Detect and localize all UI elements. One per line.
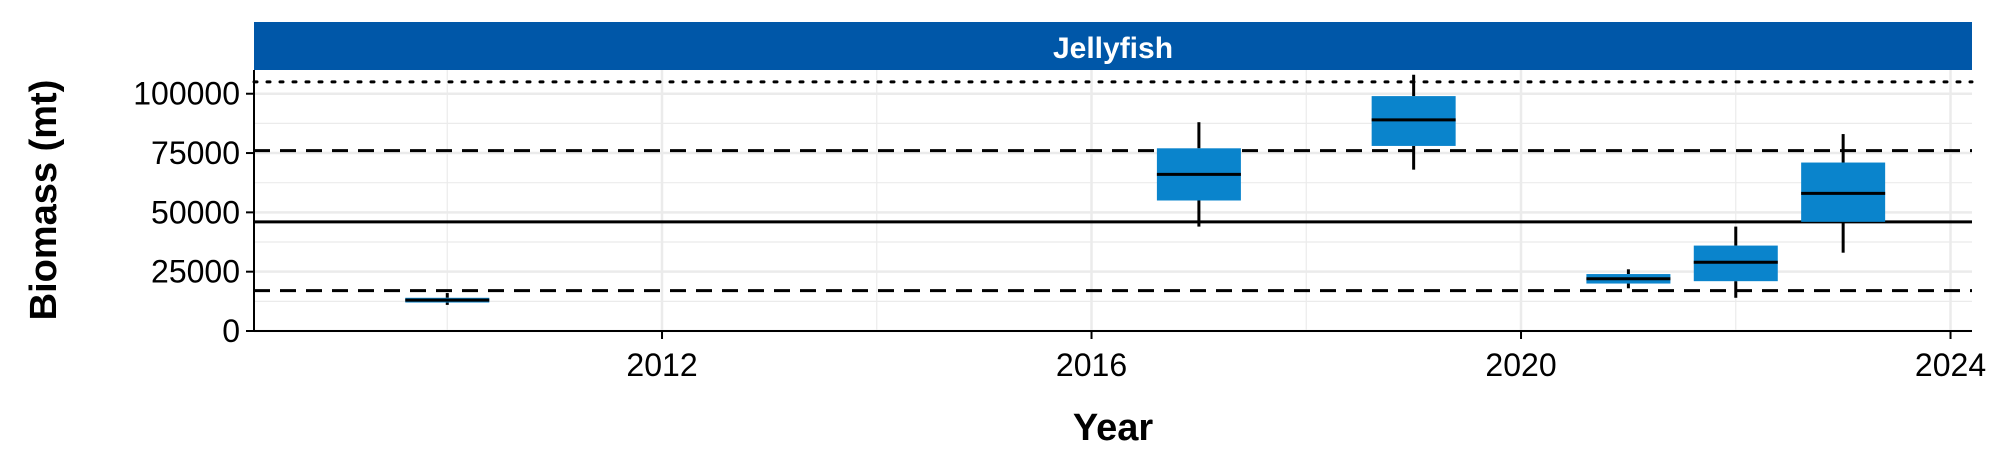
y-axis-ticks: 0 25000 50000 75000 100000: [133, 76, 254, 349]
plot-panel: [254, 70, 1972, 331]
x-tick-label: 2016: [1056, 347, 1127, 383]
panel-strip: [254, 22, 1972, 70]
panel-strip-title: Jellyfish: [1053, 32, 1173, 65]
y-tick-label: 25000: [151, 254, 240, 290]
y-tick-label: 50000: [151, 194, 240, 230]
x-tick-label: 2012: [626, 347, 697, 383]
y-tick-label: 75000: [151, 135, 240, 171]
reference-lines: [252, 80, 1974, 293]
box-2022: [1693, 226, 1778, 298]
x-axis-title: Year: [1073, 407, 1154, 449]
box-2019: [1371, 74, 1456, 170]
x-axis-ticks: 2012 2016 2020 2024: [626, 331, 1986, 383]
box-2023: [1801, 134, 1886, 253]
x-tick-label: 2024: [1915, 347, 1986, 383]
box-2017: [1156, 122, 1241, 227]
y-tick-label: 100000: [133, 76, 240, 112]
y-axis-title: Biomass (mt): [23, 80, 65, 321]
box-2010: [405, 293, 490, 305]
box-2021: [1586, 269, 1671, 289]
x-tick-label: 2020: [1485, 347, 1556, 383]
y-tick-label: 0: [222, 313, 240, 349]
box-plots: [405, 74, 1886, 305]
